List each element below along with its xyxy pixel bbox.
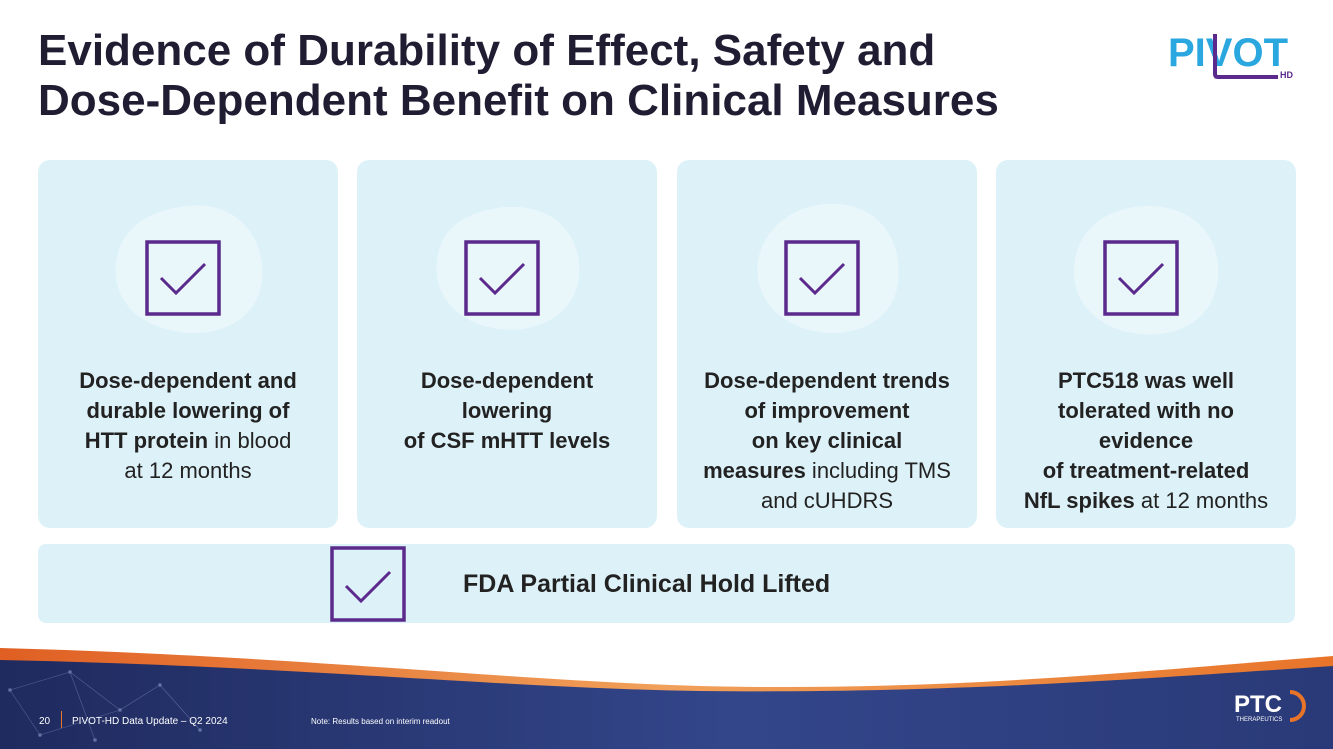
- card-text: Dose-dependent trends of improvement on ke…: [685, 366, 969, 516]
- card-text-line: NfL spikes at 12 months: [1004, 486, 1288, 516]
- card-blob: [1073, 205, 1219, 335]
- card-text-regular: at 12 months: [1134, 488, 1269, 513]
- card-text-regular: and cUHDRS: [760, 488, 894, 513]
- card-text-bold: PTC518 was well: [1057, 368, 1235, 393]
- card-text-regular: in blood: [208, 428, 292, 453]
- slide-title-line-2: Dose-Dependent Benefit on Clinical Measu…: [38, 76, 999, 125]
- card-text-bold: on key clinical: [751, 428, 903, 453]
- card-text: Dose-dependent lowering of CSF mHTT levels: [365, 366, 649, 456]
- card-text: Dose-dependent and durable lowering of HTT…: [46, 366, 330, 486]
- card-text: PTC518 was well tolerated with no evidence…: [1004, 366, 1288, 516]
- card-text-bold: tolerated with no: [1058, 398, 1234, 423]
- card-text-bold: durable lowering of: [86, 398, 290, 423]
- checkbox-checked-icon: [330, 546, 406, 622]
- card-text-line: at 12 months: [46, 456, 330, 486]
- card-text-line: evidence: [1004, 426, 1288, 456]
- ptc-therapeutics-logo: PTC THERAPEUTICS: [1232, 688, 1306, 724]
- card-text-bold: lowering: [461, 398, 553, 423]
- card-text-line: of improvement: [685, 396, 969, 426]
- checkbox-checked-icon: [145, 240, 221, 316]
- checkbox-checked-icon: [1103, 240, 1179, 316]
- card-blob: [115, 205, 263, 334]
- card-clinical-measures: Dose-dependent trends of improvement on ke…: [677, 160, 977, 528]
- slide-title-line-1: Evidence of Durability of Effect, Safety…: [38, 26, 936, 75]
- card-text-bold: of treatment-related: [1042, 458, 1250, 483]
- checkbox-checked-icon: [784, 240, 860, 316]
- card-text-bold: of improvement: [744, 398, 910, 423]
- card-htt-lowering: Dose-dependent and durable lowering of HTT…: [38, 160, 338, 528]
- card-text-line: PTC518 was well: [1004, 366, 1288, 396]
- page-number: 20: [39, 716, 51, 727]
- card-text-line: of CSF mHTT levels: [365, 426, 649, 456]
- card-text-line: Dose-dependent and: [46, 366, 330, 396]
- card-text-line: measures including TMS: [685, 456, 969, 486]
- card-text-regular: at 12 months: [124, 458, 252, 483]
- card-text-line: HTT protein in blood: [46, 426, 330, 456]
- card-blob: [757, 203, 899, 334]
- card-text-bold: evidence: [1098, 428, 1194, 453]
- svg-text:THERAPEUTICS: THERAPEUTICS: [1236, 717, 1282, 723]
- svg-text:HD: HD: [1280, 70, 1293, 80]
- card-text-bold: of CSF mHTT levels: [403, 428, 611, 453]
- card-text-bold: Dose-dependent: [420, 368, 594, 393]
- checkbox-checked-icon: [464, 240, 540, 316]
- card-text-bold: measures: [703, 458, 806, 483]
- card-text-bold: Dose-dependent trends: [704, 368, 950, 393]
- card-text-line: on key clinical: [685, 426, 969, 456]
- card-text-line: of treatment-related: [1004, 456, 1288, 486]
- card-blob: [436, 206, 580, 330]
- deck-title: PIVOT-HD Data Update – Q2 2024: [72, 716, 228, 727]
- card-text-line: Dose-dependent: [365, 366, 649, 396]
- fda-hold-label: FDA Partial Clinical Hold Lifted: [463, 570, 831, 598]
- card-text-line: tolerated with no: [1004, 396, 1288, 426]
- card-text-line: Dose-dependent trends: [685, 366, 969, 396]
- card-text-line: lowering: [365, 396, 649, 426]
- card-text-line: durable lowering of: [46, 396, 330, 426]
- card-text-regular: including TMS: [805, 458, 951, 483]
- card-csf-mhtt: Dose-dependent lowering of CSF mHTT levels: [357, 160, 657, 528]
- slide-title: Evidence of Durability of Effect, Safety…: [38, 26, 1118, 126]
- card-text-bold: Dose-dependent and: [79, 368, 297, 393]
- fda-hold-banner: FDA Partial Clinical Hold Lifted: [38, 544, 1295, 623]
- card-text-line: and cUHDRS: [685, 486, 969, 516]
- svg-text:PIVOT: PIVOT: [1168, 31, 1288, 75]
- footer-note: Note: Results based on interim readout: [311, 717, 450, 726]
- pivot-hd-logo: PIVOT HD: [1168, 30, 1300, 82]
- card-text-bold: HTT protein: [84, 428, 209, 453]
- card-text-bold: NfL spikes: [1023, 488, 1135, 513]
- card-safety: PTC518 was well tolerated with no evidence…: [996, 160, 1296, 528]
- footer-divider: [61, 711, 62, 728]
- footer-band: [0, 630, 1333, 749]
- svg-text:PTC: PTC: [1234, 691, 1282, 718]
